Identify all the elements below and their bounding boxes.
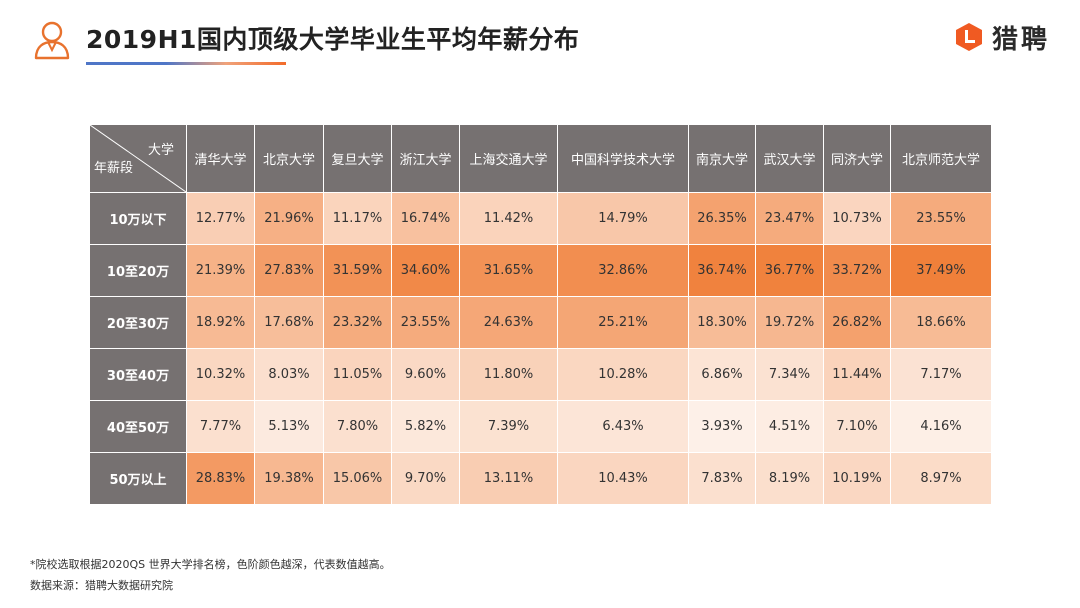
heatmap-cell: 28.83% (186, 452, 255, 505)
column-header: 中国科学技术大学 (557, 124, 689, 193)
row-header: 10至20万 (89, 244, 187, 297)
heatmap-cell: 26.82% (823, 296, 891, 349)
heatmap-cell: 17.68% (254, 296, 324, 349)
person-graduate-icon (34, 21, 70, 60)
heatmap-cell: 7.17% (890, 348, 992, 401)
header-row: 大学 年薪段 清华大学 北京大学 复旦大学 浙江大学 上海交通大学 中国科学技术大学 南京大… (89, 124, 992, 193)
heatmap-cell: 26.35% (688, 192, 756, 245)
heatmap-cell: 10.32% (186, 348, 255, 401)
corner-cell: 大学 年薪段 (89, 124, 187, 193)
heatmap-cell: 10.19% (823, 452, 891, 505)
heatmap-cell: 5.82% (391, 400, 460, 453)
heatmap-cell: 19.38% (254, 452, 324, 505)
heatmap-cell: 15.06% (323, 452, 392, 505)
heatmap-cell: 23.32% (323, 296, 392, 349)
row-header: 20至30万 (89, 296, 187, 349)
heatmap-cell: 11.80% (459, 348, 558, 401)
column-header: 上海交通大学 (459, 124, 558, 193)
corner-label-salary-band: 年薪段 (94, 161, 134, 176)
heatmap-cell: 7.10% (823, 400, 891, 453)
column-header: 同济大学 (823, 124, 891, 193)
heatmap-cell: 24.63% (459, 296, 558, 349)
heatmap-cell: 37.49% (890, 244, 992, 297)
table-row: 20至30万 18.92% 17.68% 23.32% 23.55% 24.63% 25.2… (89, 296, 992, 349)
heatmap-cell: 14.79% (557, 192, 689, 245)
heatmap-cell: 23.47% (755, 192, 824, 245)
heatmap-cell: 13.11% (459, 452, 558, 505)
salary-heatmap-table: 大学 年薪段 清华大学 北京大学 复旦大学 浙江大学 上海交通大学 中国科学技术大学 南京大… (89, 124, 992, 505)
heatmap-cell: 12.77% (186, 192, 255, 245)
heatmap-cell: 33.72% (823, 244, 891, 297)
heatmap-cell: 23.55% (890, 192, 992, 245)
heatmap-cell: 4.51% (755, 400, 824, 453)
column-header: 南京大学 (688, 124, 756, 193)
heatmap-cell: 10.73% (823, 192, 891, 245)
heatmap-cell: 16.74% (391, 192, 460, 245)
row-header: 40至50万 (89, 400, 187, 453)
heatmap-cell: 9.60% (391, 348, 460, 401)
heatmap-cell: 5.13% (254, 400, 324, 453)
column-header: 北京师范大学 (890, 124, 992, 193)
heatmap-cell: 7.34% (755, 348, 824, 401)
brand-name: 猎聘 (991, 24, 1050, 55)
heatmap-cell: 19.72% (755, 296, 824, 349)
table-row: 40至50万 7.77% 5.13% 7.80% 5.82% 7.39% 6.43% 3.93… (89, 400, 992, 453)
brand: 猎聘 (954, 20, 1050, 55)
heatmap-cell: 18.66% (890, 296, 992, 349)
title-underline (86, 62, 286, 65)
liepin-logo-icon (955, 23, 982, 51)
heatmap-cell: 23.55% (391, 296, 460, 349)
heatmap-cell: 8.03% (254, 348, 324, 401)
heatmap-cell: 27.83% (254, 244, 324, 297)
data-source: 数据来源：猎聘大数据研究院 (30, 579, 173, 592)
heatmap-cell: 36.74% (688, 244, 756, 297)
heatmap-cell: 36.77% (755, 244, 824, 297)
heatmap-cell: 6.43% (557, 400, 689, 453)
row-header: 10万以下 (89, 192, 187, 245)
table-row: 10万以下 12.77% 21.96% 11.17% 16.74% 11.42% 14.79… (89, 192, 992, 245)
heatmap-cell: 32.86% (557, 244, 689, 297)
column-header: 浙江大学 (391, 124, 460, 193)
heatmap-cell: 31.59% (323, 244, 392, 297)
heatmap-cell: 31.65% (459, 244, 558, 297)
column-header: 武汉大学 (755, 124, 824, 193)
column-header: 复旦大学 (323, 124, 392, 193)
heatmap-cell: 7.80% (323, 400, 392, 453)
heatmap-cell: 9.70% (391, 452, 460, 505)
heatmap-cell: 11.44% (823, 348, 891, 401)
heatmap-cell: 8.19% (755, 452, 824, 505)
column-header: 清华大学 (186, 124, 255, 193)
heatmap-cell: 7.77% (186, 400, 255, 453)
corner-diagonal (90, 125, 186, 192)
heatmap-cell: 21.39% (186, 244, 255, 297)
heatmap-cell: 18.92% (186, 296, 255, 349)
page-title: 2019H1国内顶级大学毕业生平均年薪分布 (86, 25, 580, 54)
heatmap-cell: 3.93% (688, 400, 756, 453)
row-header: 30至40万 (89, 348, 187, 401)
row-header: 50万以上 (89, 452, 187, 505)
column-header: 北京大学 (254, 124, 324, 193)
table-row: 10至20万 21.39% 27.83% 31.59% 34.60% 31.65% 32.8… (89, 244, 992, 297)
heatmap-cell: 34.60% (391, 244, 460, 297)
heatmap-cell: 4.16% (890, 400, 992, 453)
heatmap-cell: 7.39% (459, 400, 558, 453)
heatmap-cell: 11.42% (459, 192, 558, 245)
heatmap-cell: 21.96% (254, 192, 324, 245)
heatmap-cell: 18.30% (688, 296, 756, 349)
heatmap-cell: 11.05% (323, 348, 392, 401)
heatmap-cell: 25.21% (557, 296, 689, 349)
table-row: 50万以上 28.83% 19.38% 15.06% 9.70% 13.11% 10.43%… (89, 452, 992, 505)
heatmap-cell: 10.28% (557, 348, 689, 401)
footnote: *院校选取根据2020QS 世界大学排名榜，色阶颜色越深，代表数值越高。 (30, 558, 391, 571)
heatmap-cell: 11.17% (323, 192, 392, 245)
heatmap-cell: 8.97% (890, 452, 992, 505)
heatmap-cell: 7.83% (688, 452, 756, 505)
heatmap-cell: 10.43% (557, 452, 689, 505)
heatmap-cell: 6.86% (688, 348, 756, 401)
corner-label-university: 大学 (147, 143, 174, 158)
table-row: 30至40万 10.32% 8.03% 11.05% 9.60% 11.80% 10.28%… (89, 348, 992, 401)
